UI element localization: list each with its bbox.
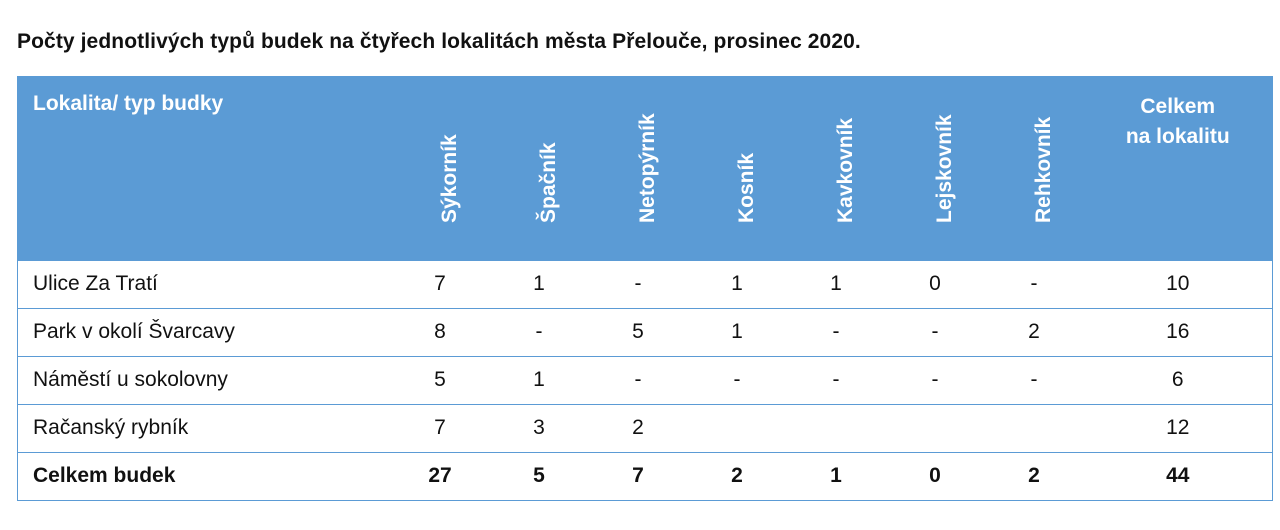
cell-value: 8 [390, 308, 490, 357]
cell-value: - [984, 356, 1084, 405]
summary-value: 5 [489, 452, 589, 501]
summary-value: 7 [588, 452, 688, 501]
table-row: Náměstí u sokolovny 5 1 - - - - - 6 [17, 356, 1273, 405]
header-type-netopyrnik: Netopýrník [588, 76, 688, 260]
cell-value [687, 404, 787, 453]
row-location: Ulice Za Tratí [17, 259, 391, 309]
summary-label: Celkem budek [17, 452, 391, 501]
nest-box-table: Lokalita/ typ budky Sýkorník Špačník Net… [17, 76, 1273, 501]
cell-value: 7 [390, 404, 490, 453]
summary-value: 2 [687, 452, 787, 501]
cell-value: 1 [489, 259, 589, 309]
cell-value: 5 [588, 308, 688, 357]
row-location: Náměstí u sokolovny [17, 356, 391, 405]
cell-value: 1 [687, 308, 787, 357]
cell-total: 10 [1083, 259, 1273, 309]
cell-value: - [588, 356, 688, 405]
cell-value [984, 404, 1084, 453]
cell-value [786, 404, 886, 453]
cell-value: 1 [687, 259, 787, 309]
cell-value: 7 [390, 259, 490, 309]
cell-value: 1 [786, 259, 886, 309]
cell-value: - [885, 356, 985, 405]
cell-value [885, 404, 985, 453]
cell-value: - [489, 308, 589, 357]
cell-value: 0 [885, 259, 985, 309]
header-row: Lokalita/ typ budky Sýkorník Špačník Net… [17, 76, 1273, 260]
cell-value: - [786, 356, 886, 405]
row-location: Park v okolí Švarcavy [17, 308, 391, 357]
cell-value: 2 [984, 308, 1084, 357]
summary-value: 27 [390, 452, 490, 501]
summary-value: 2 [984, 452, 1084, 501]
cell-value: 2 [588, 404, 688, 453]
cell-value: 5 [390, 356, 490, 405]
cell-total: 6 [1083, 356, 1273, 405]
summary-value: 0 [885, 452, 985, 501]
cell-value: - [588, 259, 688, 309]
header-type-sykornik: Sýkorník [390, 76, 490, 260]
cell-value: - [984, 259, 1084, 309]
table-row: Park v okolí Švarcavy 8 - 5 1 - - 2 16 [17, 308, 1273, 357]
cell-value: - [885, 308, 985, 357]
header-type-kosnik: Kosník [687, 76, 787, 260]
cell-total: 16 [1083, 308, 1273, 357]
cell-value: 3 [489, 404, 589, 453]
table-row: Ulice Za Tratí 7 1 - 1 1 0 - 10 [17, 259, 1273, 309]
summary-value: 1 [786, 452, 886, 501]
cell-total: 12 [1083, 404, 1273, 453]
header-type-lejskovnik: Lejskovník [885, 76, 985, 260]
header-location: Lokalita/ typ budky [17, 76, 391, 260]
table-caption: Počty jednotlivých typů budek na čtyřech… [17, 30, 861, 53]
summary-total: 44 [1083, 452, 1273, 501]
header-type-kavkovnik: Kavkovník [786, 76, 886, 260]
cell-value: - [786, 308, 886, 357]
table-row: Račanský rybník 7 3 2 12 [17, 404, 1273, 453]
row-location: Račanský rybník [17, 404, 391, 453]
cell-value: 1 [489, 356, 589, 405]
header-type-rehkovnik: Rehkovník [984, 76, 1084, 260]
header-type-spacnik: Špačník [489, 76, 589, 260]
cell-value: - [687, 356, 787, 405]
summary-row: Celkem budek 27 5 7 2 1 0 2 44 [17, 452, 1273, 501]
header-total: Celkem na lokalitu [1083, 76, 1273, 260]
